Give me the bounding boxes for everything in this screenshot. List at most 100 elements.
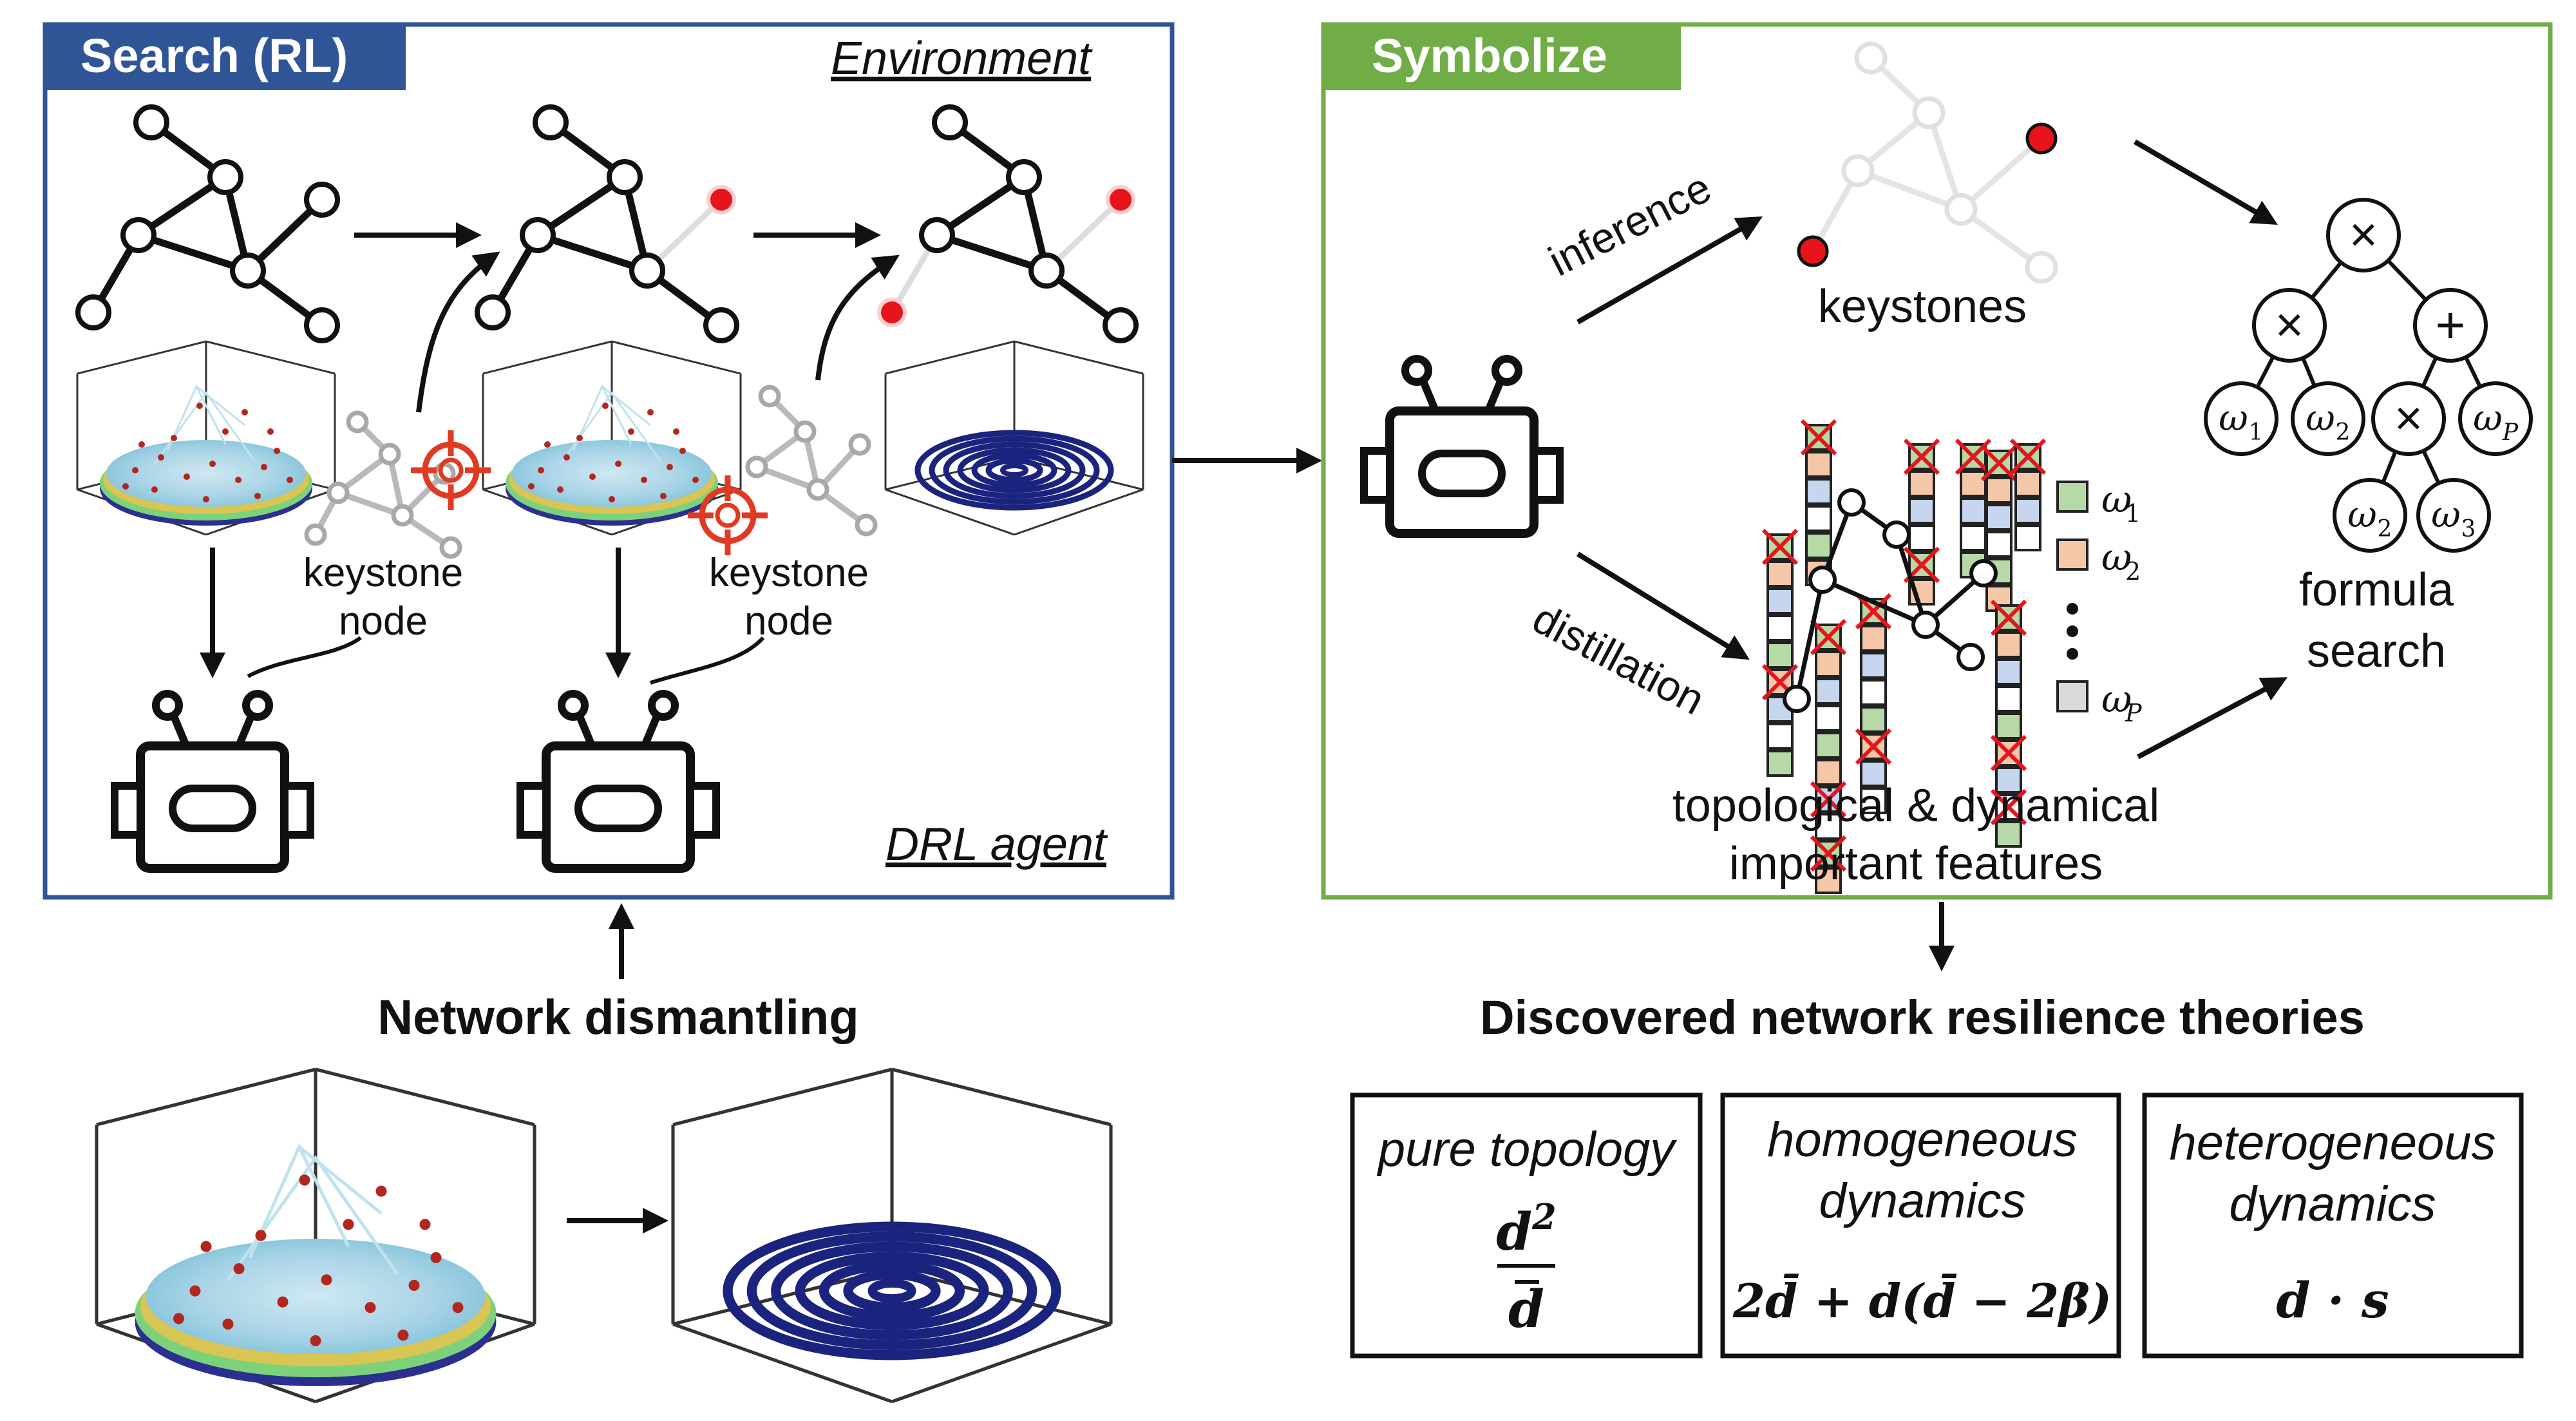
legend-omega-label: ω	[2101, 477, 2132, 521]
features-label-line-1: topological & dynamical	[1672, 780, 2159, 832]
legend-omega-label: ω	[2101, 535, 2132, 579]
tree-right-op: +	[2436, 296, 2466, 354]
dismantling-plot-before	[97, 1069, 535, 1402]
feature-cell	[2014, 470, 2041, 497]
removed-feature-x-mark	[1855, 593, 1892, 630]
feature-cell	[1815, 759, 1842, 786]
feature-cell	[1766, 642, 1794, 669]
tree-leaf-omega: ω	[2347, 494, 2377, 536]
removed-feature-x-mark	[1810, 781, 1847, 818]
feature-cell	[1766, 560, 1794, 587]
feature-cell	[1815, 705, 1842, 732]
feature-cell	[1860, 760, 1887, 787]
theory-pure-topology-denominator: d	[1508, 1279, 1544, 1339]
removed-feature-x-mark	[1955, 438, 1992, 475]
tree-mid-op: ×	[2394, 391, 2423, 446]
tree-leaf-sub: P	[2502, 419, 2519, 446]
arrow-keystone-1	[416, 251, 500, 413]
feature-cell	[1995, 767, 2022, 794]
removed-feature-x-mark	[1980, 444, 2018, 482]
dismantling-plot-after	[673, 1069, 1111, 1402]
removed-feature-x-mark	[1810, 835, 1847, 872]
tree-leaf-sub: 2	[2336, 419, 2351, 446]
feature-legend: ω 1 ω 2 ω P	[2056, 477, 2143, 727]
removed-feature-x-mark	[1761, 528, 1799, 566]
removed-feature-x-mark	[1990, 734, 2027, 772]
network-graph-3	[877, 104, 1139, 343]
feature-cell	[1805, 478, 1832, 505]
feature-cell	[1805, 451, 1832, 478]
arrow-features-to-formula	[2137, 677, 2288, 759]
theory-homogeneous-title-1: homogeneous	[1767, 1112, 2078, 1167]
tree-left-op: ×	[2275, 298, 2304, 352]
removed-feature-x-mark	[1800, 419, 1837, 456]
keystone-faint-graph	[1797, 41, 2058, 284]
keystone-graph-2	[745, 385, 878, 537]
removed-feature-x-mark	[1903, 438, 1940, 475]
feature-cell	[1995, 658, 2022, 685]
formula-search-label-1: formula	[2299, 564, 2454, 616]
network-dismantling-title: Network dismantling	[377, 990, 858, 1045]
theory-pure-topology-title: pure topology	[1377, 1122, 1678, 1177]
feature-cell	[1985, 531, 2012, 558]
tree-leaf-omega: ω	[2219, 397, 2248, 439]
feature-cell	[1908, 497, 1935, 524]
symbolize-panel: Symbolize inference keystones disti	[1321, 22, 2553, 900]
arrow-distillation	[1576, 551, 1750, 660]
feature-cell	[1815, 651, 1842, 678]
feature-cell	[1860, 625, 1887, 652]
arrow-inference	[1577, 216, 1763, 325]
keystone-node-label-2a: keystone	[709, 551, 869, 595]
feature-cell	[1960, 497, 1987, 524]
feature-cell	[1960, 524, 1987, 551]
theory-heterogeneous-formula: d · s	[2276, 1272, 2389, 1329]
feature-cell	[1960, 470, 1987, 497]
feature-cell	[1766, 587, 1794, 615]
keystone-node-label-1b: node	[339, 599, 428, 644]
network-graph-2	[475, 104, 739, 343]
symbolize-panel-title: Symbolize	[1372, 29, 1607, 82]
removed-feature-x-mark	[1810, 618, 1847, 656]
removed-feature-x-mark	[2009, 438, 2047, 475]
feature-cell	[1805, 532, 1832, 559]
feature-cell	[1815, 867, 1842, 894]
feature-cell	[1860, 679, 1887, 706]
features-label-line-2: important features	[1729, 838, 2103, 890]
search-panel-title: Search (RL)	[80, 29, 348, 82]
feature-cell	[1860, 652, 1887, 679]
tree-root-op: ×	[2349, 207, 2378, 262]
feature-cell	[1815, 813, 1842, 840]
arrow-to-formula-tree	[2133, 139, 2278, 225]
keystone-node-label-1a: keystone	[303, 551, 463, 595]
feature-cell	[1995, 685, 2022, 712]
theory-heterogeneous-title-2: dynamics	[2230, 1177, 2436, 1232]
feature-cell	[1985, 504, 2012, 531]
tree-leaf-omega: ω	[2473, 397, 2503, 439]
tree-leaf-sub: 1	[2249, 419, 2264, 446]
drl-agent-label: DRL agent	[886, 819, 1108, 870]
theories-section: Discovered network resilience theories p…	[1350, 902, 2524, 1359]
removed-feature-x-mark	[1761, 663, 1799, 701]
arrow-keystone-2	[815, 254, 900, 381]
removed-feature-x-mark	[1990, 788, 2027, 826]
legend-omega-sub: 1	[2125, 499, 2141, 528]
theory-heterogeneous-title-1: heterogeneous	[2169, 1116, 2496, 1170]
search-panel: Search (RL) Environment DRL agent	[43, 22, 1175, 900]
feature-cell	[1985, 477, 2012, 504]
feature-cell	[1995, 712, 2022, 739]
environment-label: Environment	[831, 33, 1093, 84]
network-graph-1	[75, 104, 340, 343]
tree-leaf-omega: ω	[2431, 494, 2461, 536]
feature-cell	[1815, 732, 1842, 759]
feature-cell	[1766, 750, 1794, 777]
network-dismantling-section: Network dismantling	[97, 903, 1111, 1402]
keystone-node-label-2b: node	[744, 599, 833, 644]
feature-cell	[1908, 524, 1935, 551]
legend-omega-sub: 2	[2125, 557, 2141, 586]
feature-cell	[1805, 505, 1832, 532]
formula-search-label-2: search	[2307, 625, 2446, 677]
feature-cell	[1908, 470, 1935, 497]
feature-cell	[2014, 524, 2041, 551]
legend-omega-sub: P	[2125, 699, 2143, 727]
